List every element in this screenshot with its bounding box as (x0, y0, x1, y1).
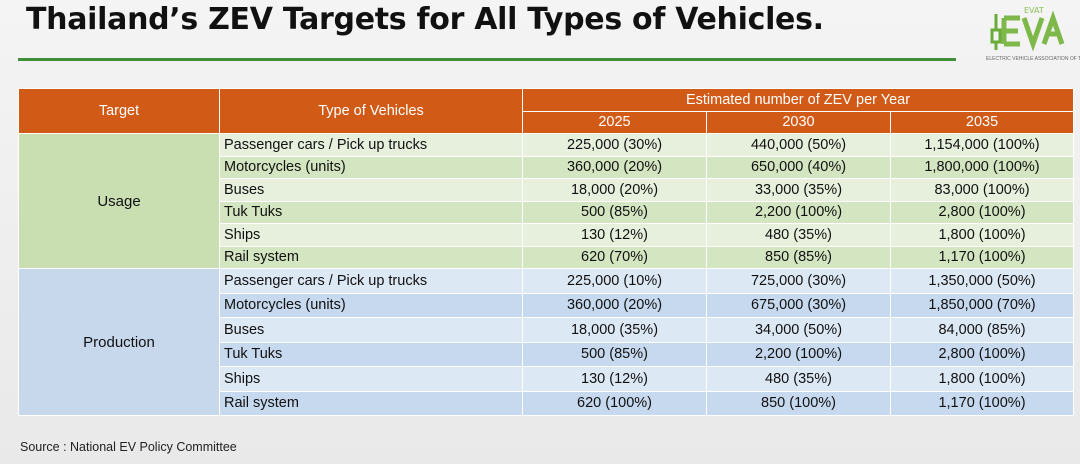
value-cell-2030: 480 (35%) (706, 223, 891, 247)
value-cell-2030: 480 (35%) (706, 366, 891, 392)
value-cell-2025: 130 (12%) (522, 366, 707, 392)
value-cell-2025: 225,000 (10%) (522, 268, 707, 294)
value-cell-2035: 1,170 (100%) (889, 390, 1075, 416)
vehicle-type-cell: Tuk Tuks (219, 341, 523, 367)
value-cell-2025: 620 (100%) (522, 390, 707, 416)
header-estimated-number: Estimated number of ZEV per Year (521, 88, 1075, 112)
table-row: Usage Passenger cars / Pick up trucks 225,… (18, 133, 1075, 269)
vehicle-type-cell: Ships (219, 223, 523, 247)
value-cell-2025: 130 (12%) (522, 223, 707, 247)
evat-logo: EVAT (990, 6, 1065, 52)
value-cell-2025: 18,000 (20%) (522, 178, 707, 202)
vehicle-type-cell: Passenger cars / Pick up trucks (219, 133, 523, 157)
target-group-usage: Usage (18, 133, 220, 269)
title-underline (18, 58, 956, 61)
target-group-production: Production (18, 268, 220, 416)
value-cell-2025: 225,000 (30%) (522, 133, 707, 157)
table-row: Rail system 620 (70%) 850 (85%) 1,170 (100%… (19, 245, 1075, 269)
value-cell-2025: 360,000 (20%) (522, 292, 707, 318)
value-cell-2025: 18,000 (35%) (522, 317, 707, 343)
value-cell-2035: 1,800,000 (100%) (889, 155, 1075, 179)
header-year-2030: 2030 (706, 110, 891, 134)
value-cell-2030: 440,000 (50%) (706, 133, 891, 157)
table-row: Tuk Tuks 500 (85%) 2,200 (100%) 2,800 (100%… (19, 200, 1075, 224)
table-row: Production Passenger cars / Pick up truck… (18, 268, 1075, 416)
value-cell-2030: 725,000 (30%) (706, 268, 891, 294)
value-cell-2035: 1,154,000 (100%) (889, 133, 1075, 157)
table-row: Rail system 620 (100%) 850 (100%) 1,170 (10… (19, 390, 1075, 416)
source-note: Source : National EV Policy Committee (20, 440, 237, 454)
vehicle-type-cell: Buses (219, 178, 523, 202)
value-cell-2030: 850 (85%) (706, 245, 891, 269)
value-cell-2035: 1,170 (100%) (889, 245, 1075, 269)
logo-text: EVAT (1024, 6, 1044, 15)
value-cell-2035: 1,850,000 (70%) (889, 292, 1075, 318)
header-type-of-vehicles: Type of Vehicles (219, 88, 523, 134)
value-cell-2035: 84,000 (85%) (889, 317, 1075, 343)
vehicle-type-cell: Motorcycles (units) (219, 292, 523, 318)
vehicle-type-cell: Rail system (219, 245, 523, 269)
header-year-2035: 2035 (889, 110, 1075, 134)
value-cell-2030: 2,200 (100%) (706, 200, 891, 224)
value-cell-2025: 360,000 (20%) (522, 155, 707, 179)
value-cell-2035: 2,800 (100%) (889, 200, 1075, 224)
zev-targets-table: Target Type of Vehicles Estimated number… (18, 88, 1075, 416)
value-cell-2025: 500 (85%) (522, 341, 707, 367)
value-cell-2030: 2,200 (100%) (706, 341, 891, 367)
table-row: Motorcycles (units) 360,000 (20%) 650,000 … (19, 155, 1075, 179)
value-cell-2025: 500 (85%) (522, 200, 707, 224)
header-target: Target (18, 88, 220, 134)
value-cell-2035: 1,800 (100%) (889, 366, 1075, 392)
page-title: Thailand’s ZEV Targets for All Types of … (26, 2, 824, 37)
value-cell-2035: 2,800 (100%) (889, 341, 1075, 367)
value-cell-2030: 675,000 (30%) (706, 292, 891, 318)
value-cell-2030: 33,000 (35%) (706, 178, 891, 202)
value-cell-2030: 650,000 (40%) (706, 155, 891, 179)
vehicle-type-cell: Rail system (219, 390, 523, 416)
value-cell-2025: 620 (70%) (522, 245, 707, 269)
vehicle-type-cell: Motorcycles (units) (219, 155, 523, 179)
table-row: Ships 130 (12%) 480 (35%) 1,800 (100%) (19, 366, 1075, 392)
table-row: Buses 18,000 (20%) 33,000 (35%) 83,000 (100… (19, 178, 1075, 202)
vehicle-type-cell: Tuk Tuks (219, 200, 523, 224)
vehicle-type-cell: Passenger cars / Pick up trucks (219, 268, 523, 294)
value-cell-2030: 34,000 (50%) (706, 317, 891, 343)
table-row: Ships 130 (12%) 480 (35%) 1,800 (100%) (19, 223, 1075, 247)
value-cell-2030: 850 (100%) (706, 390, 891, 416)
logo-subtitle: ELECTRIC VEHICLE ASSOCIATION OF THAILAND (986, 56, 1080, 62)
vehicle-type-cell: Buses (219, 317, 523, 343)
value-cell-2035: 83,000 (100%) (889, 178, 1075, 202)
value-cell-2035: 1,800 (100%) (889, 223, 1075, 247)
table-row: Buses 18,000 (35%) 34,000 (50%) 84,000 (85%… (19, 317, 1075, 343)
vehicle-type-cell: Ships (219, 366, 523, 392)
value-cell-2035: 1,350,000 (50%) (889, 268, 1075, 294)
header-year-2025: 2025 (522, 110, 707, 134)
